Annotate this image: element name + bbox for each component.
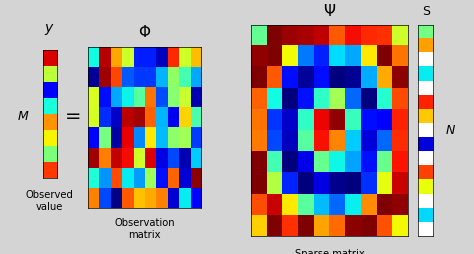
Text: Observation
matrix: Observation matrix	[114, 217, 175, 239]
Text: S: S	[422, 5, 429, 18]
Text: Sparse matrix: Sparse matrix	[294, 248, 365, 254]
Text: $y$: $y$	[45, 22, 55, 37]
Text: M: M	[18, 109, 28, 122]
Text: Observed
value: Observed value	[26, 189, 74, 211]
Text: $\Phi$: $\Phi$	[138, 23, 151, 39]
Text: $\Psi$: $\Psi$	[323, 3, 336, 19]
Text: =: =	[65, 106, 82, 125]
Text: N: N	[446, 123, 455, 136]
